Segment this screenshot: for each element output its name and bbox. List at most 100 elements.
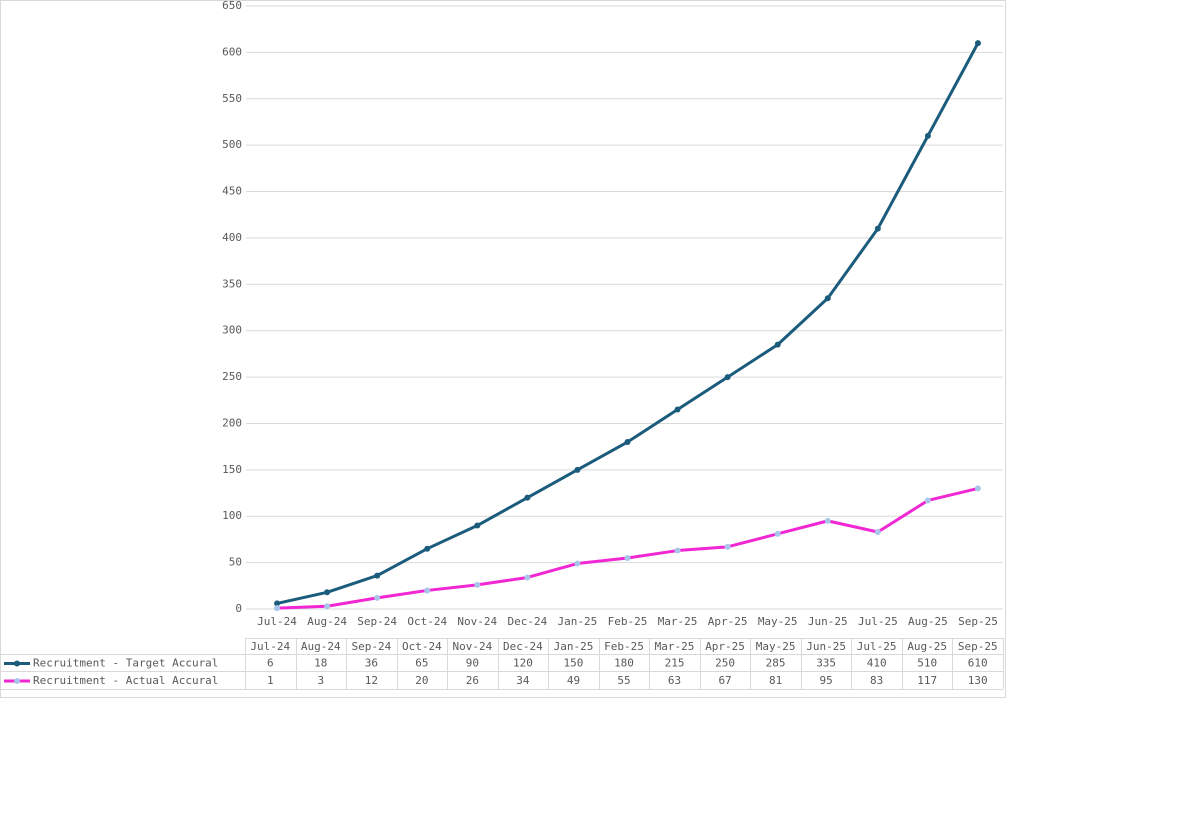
table-cell: 215 [665, 657, 685, 670]
table-cell: 36 [365, 657, 378, 670]
data-point [474, 581, 481, 588]
data-point [924, 132, 931, 139]
table-cell: 3 [317, 674, 324, 687]
data-point [774, 341, 781, 348]
table-cell: 65 [415, 657, 428, 670]
y-tick-label: 500 [222, 138, 242, 151]
table-cell: 67 [718, 674, 731, 687]
table-header: Nov-24 [453, 640, 493, 653]
y-tick-label: 350 [222, 277, 242, 290]
table-cell: 81 [769, 674, 782, 687]
table-cell: 150 [564, 657, 584, 670]
x-tick-label: Feb-25 [608, 615, 648, 628]
y-tick-label: 150 [222, 463, 242, 476]
data-point [624, 439, 631, 446]
x-tick-label: Sep-24 [357, 615, 397, 628]
x-tick-label: May-25 [758, 615, 798, 628]
data-point [824, 517, 831, 524]
data-point [424, 587, 431, 594]
y-tick-label: 650 [222, 0, 242, 12]
table-cell: 55 [617, 674, 630, 687]
table-cell: 410 [867, 657, 887, 670]
data-point [324, 589, 331, 596]
data-point [674, 547, 681, 554]
y-tick-label: 400 [222, 231, 242, 244]
data-point [274, 600, 281, 607]
x-tick-label: Mar-25 [658, 615, 698, 628]
table-cell: 95 [820, 674, 833, 687]
data-point [874, 225, 881, 232]
x-tick-label: Aug-24 [307, 615, 347, 628]
table-header: Aug-24 [301, 640, 341, 653]
table-cell: 285 [766, 657, 786, 670]
data-point [974, 485, 981, 492]
data-point [974, 40, 981, 47]
data-point [424, 545, 431, 552]
table-header: Dec-24 [503, 640, 543, 653]
table-cell: 26 [466, 674, 479, 687]
table-header: Mar-25 [655, 640, 695, 653]
data-point [874, 529, 881, 536]
table-header: Sep-25 [958, 640, 998, 653]
table-header: Jan-25 [554, 640, 594, 653]
y-tick-label: 600 [222, 45, 242, 58]
table-cell: 117 [917, 674, 937, 687]
table-cell: 63 [668, 674, 681, 687]
y-tick-label: 100 [222, 509, 242, 522]
data-point [624, 554, 631, 561]
table-cell: 180 [614, 657, 634, 670]
data-point [324, 603, 331, 610]
table-cell: 130 [968, 674, 988, 687]
table-header: Jul-25 [857, 640, 897, 653]
y-tick-label: 0 [235, 602, 242, 615]
y-tick-label: 250 [222, 370, 242, 383]
data-point [724, 374, 731, 381]
table-cell: 1 [267, 674, 274, 687]
legend-label: Recruitment - Actual Accural [33, 674, 218, 687]
x-tick-label: Sep-25 [958, 615, 998, 628]
table-header: Apr-25 [705, 640, 745, 653]
x-tick-label: Jun-25 [808, 615, 848, 628]
data-point [574, 466, 581, 473]
x-tick-label: Jul-24 [257, 615, 297, 628]
data-point [774, 530, 781, 537]
table-header: Oct-24 [402, 640, 442, 653]
data-point [524, 574, 531, 581]
table-cell: 335 [816, 657, 836, 670]
legend-marker [14, 678, 20, 684]
table-cell: 34 [516, 674, 530, 687]
data-point [274, 605, 281, 612]
y-tick-label: 50 [229, 556, 242, 569]
table-cell: 250 [715, 657, 735, 670]
table-cell: 18 [314, 657, 327, 670]
legend-marker [14, 660, 20, 667]
table-header: Sep-24 [351, 640, 391, 653]
table-cell: 610 [968, 657, 988, 670]
table-header: Jul-24 [250, 640, 290, 653]
data-point [724, 543, 731, 550]
x-tick-label: Jul-25 [858, 615, 898, 628]
y-tick-label: 450 [222, 185, 242, 198]
table-cell: 90 [466, 657, 479, 670]
data-point [474, 522, 481, 529]
table-cell: 49 [567, 674, 580, 687]
data-point [524, 494, 531, 501]
data-point [374, 594, 381, 601]
data-point [374, 572, 381, 579]
table-cell: 510 [917, 657, 937, 670]
x-tick-label: Jan-25 [558, 615, 598, 628]
x-tick-label: Apr-25 [708, 615, 748, 628]
x-tick-label: Nov-24 [457, 615, 497, 628]
y-tick-label: 300 [222, 324, 242, 337]
data-point [924, 497, 931, 504]
data-point [674, 406, 681, 413]
x-tick-label: Aug-25 [908, 615, 948, 628]
table-header: May-25 [756, 640, 796, 653]
table-cell: 12 [365, 674, 378, 687]
table-cell: 83 [870, 674, 883, 687]
x-tick-label: Oct-24 [407, 615, 447, 628]
y-tick-label: 200 [222, 416, 242, 429]
table-header: Aug-25 [907, 640, 947, 653]
